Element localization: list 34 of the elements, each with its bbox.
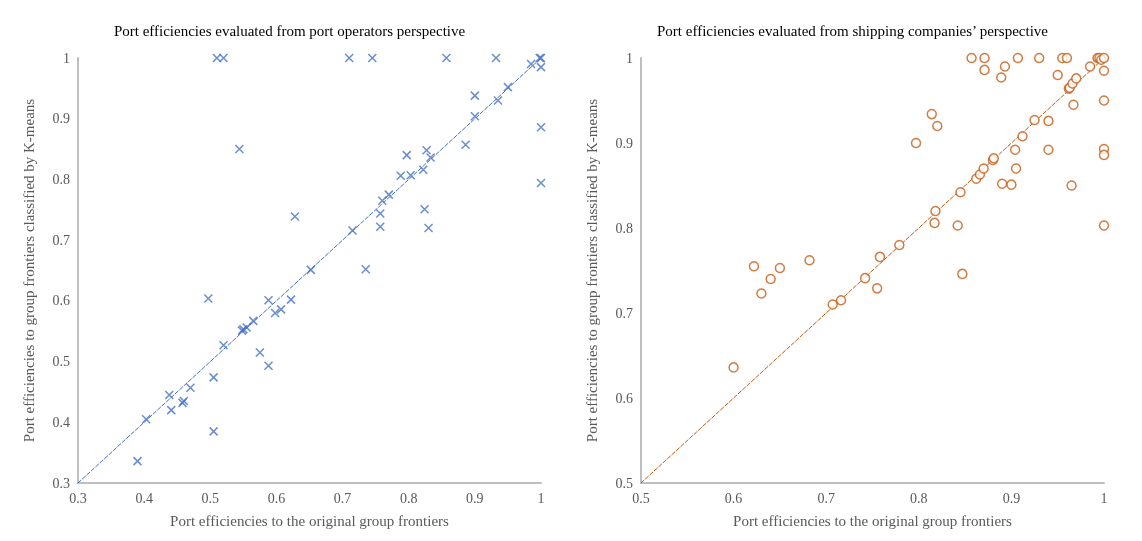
y-tick-label: 0.8 xyxy=(615,220,633,236)
x-tick-label: 0.5 xyxy=(201,490,220,506)
x-tick-label: 0.9 xyxy=(466,490,484,506)
y-axis-title: Port efficiencies to group frontiers classified by K-means xyxy=(20,98,37,443)
y-tick-label: 1 xyxy=(626,50,633,66)
chart-title: Port efficiencies evaluated from shipping companies’ perspective xyxy=(657,22,1049,39)
x-tick-label: 0.5 xyxy=(632,490,650,506)
y-tick-label: 0.6 xyxy=(52,293,70,309)
x-tick-label: 1 xyxy=(537,490,545,506)
x-tick-label: 0.7 xyxy=(333,490,352,506)
y-tick-label: 0.9 xyxy=(52,111,70,127)
y-tick-label: 0.9 xyxy=(615,135,633,151)
y-tick-label: 0.6 xyxy=(615,390,633,406)
x-tick-label: 0.6 xyxy=(267,490,286,506)
y-tick-label: 0.7 xyxy=(52,232,70,248)
y-tick-label: 0.8 xyxy=(52,171,70,187)
x-axis-title: Port efficiencies to the original group frontiers xyxy=(733,512,1013,529)
chart-title: Port efficiencies evaluated from port operators perspective xyxy=(113,22,466,39)
x-tick-label: 0.6 xyxy=(724,490,743,506)
x-tick-label: 0.9 xyxy=(1002,490,1021,506)
y-tick-label: 1 xyxy=(63,50,70,66)
y-tick-label: 0.5 xyxy=(615,475,633,491)
y-tick-label: 0.3 xyxy=(52,475,70,491)
y-tick-label: 0.7 xyxy=(615,305,633,321)
x-tick-label: 0.4 xyxy=(135,490,153,506)
y-tick-label: 0.5 xyxy=(52,354,70,370)
y-axis-title: Port efficiencies to group frontiers classified by K-means xyxy=(583,98,600,443)
x-tick-label: 0.7 xyxy=(817,490,835,506)
x-tick-label: 0.8 xyxy=(910,490,928,506)
x-tick-label: 1 xyxy=(1100,490,1108,506)
x-tick-label: 0.3 xyxy=(69,490,87,506)
x-tick-label: 0.8 xyxy=(399,490,418,506)
y-tick-label: 0.4 xyxy=(52,414,70,430)
x-axis-title: Port efficiencies to the original group frontiers xyxy=(170,512,450,529)
